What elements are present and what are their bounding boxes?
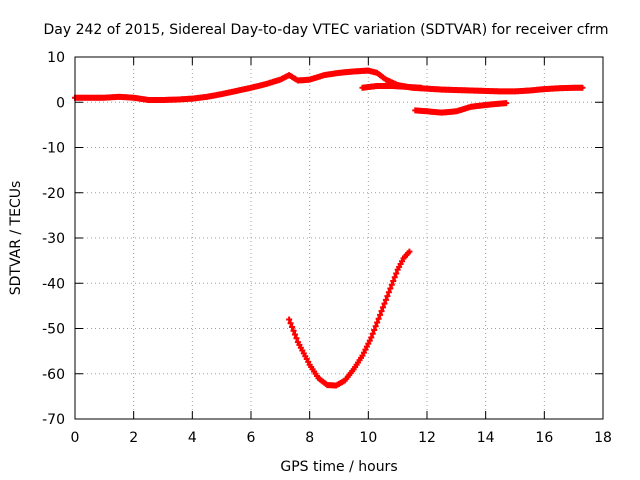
data-point [286, 316, 293, 323]
data-point [406, 248, 413, 255]
y-tick-label: -10 [42, 141, 65, 157]
data-point [287, 320, 294, 327]
y-tick-label: -50 [42, 322, 65, 338]
data-point [393, 270, 400, 277]
data-point [371, 327, 378, 334]
data-point [384, 293, 391, 300]
data-point [387, 285, 394, 292]
y-tick-label: -40 [42, 276, 65, 292]
x-tick-label: 12 [418, 430, 436, 446]
y-tick-label: -20 [42, 186, 65, 202]
y-tick-label: -70 [42, 412, 65, 428]
grid-lines [75, 57, 603, 419]
axis-ticks: 0 2 4 6 8 10 12 14 16 18 10 0 -10 -20 -30 -40 -50 -60 -70 [42, 50, 612, 446]
x-tick-label: 10 [359, 430, 377, 446]
data-point [372, 323, 379, 330]
y-tick-label: 0 [56, 95, 65, 111]
data-point [381, 300, 388, 307]
data-point [359, 352, 366, 359]
data-point [380, 304, 386, 311]
x-tick-label: 0 [71, 430, 80, 446]
data-point [382, 296, 389, 303]
series-offset-trace [412, 100, 510, 116]
data-point [503, 100, 510, 107]
data-point [377, 311, 384, 318]
series-secondary-trace [359, 82, 425, 91]
data-point [366, 337, 373, 344]
data-point [369, 330, 376, 337]
data-point [378, 308, 385, 315]
data-point [293, 335, 300, 342]
data-point [388, 281, 395, 288]
x-tick-label: 16 [535, 430, 553, 446]
data-point [385, 289, 392, 296]
data-point [390, 277, 397, 284]
data-point [579, 84, 586, 91]
data-point [290, 327, 297, 334]
x-tick-label: 18 [594, 430, 612, 446]
x-tick-label: 6 [247, 430, 256, 446]
series-dip-trace [286, 248, 413, 389]
data-point [391, 274, 398, 281]
x-tick-label: 14 [477, 430, 495, 446]
data-point [363, 343, 370, 350]
data-point [418, 84, 425, 91]
data-point [368, 334, 375, 341]
x-tick-label: 8 [305, 430, 314, 446]
y-tick-label: -30 [42, 231, 65, 247]
x-tick-label: 2 [129, 430, 138, 446]
plot-frame [74, 56, 604, 420]
data-point [375, 315, 382, 322]
data-points [72, 67, 586, 389]
data-point [365, 340, 372, 347]
y-axis-label: SDTVAR / TECUs [8, 181, 24, 296]
y-tick-label: 10 [47, 50, 65, 66]
data-point [362, 346, 369, 353]
data-point [292, 331, 298, 338]
data-point [374, 319, 381, 326]
data-point [360, 349, 367, 356]
x-tick-label: 4 [188, 430, 197, 446]
chart-title: Day 242 of 2015, Sidereal Day-to-day VTE… [44, 22, 609, 38]
x-axis-label: GPS time / hours [280, 459, 397, 475]
y-tick-label: -60 [42, 367, 65, 383]
data-point [289, 323, 296, 330]
series-upper-trace [72, 67, 586, 103]
